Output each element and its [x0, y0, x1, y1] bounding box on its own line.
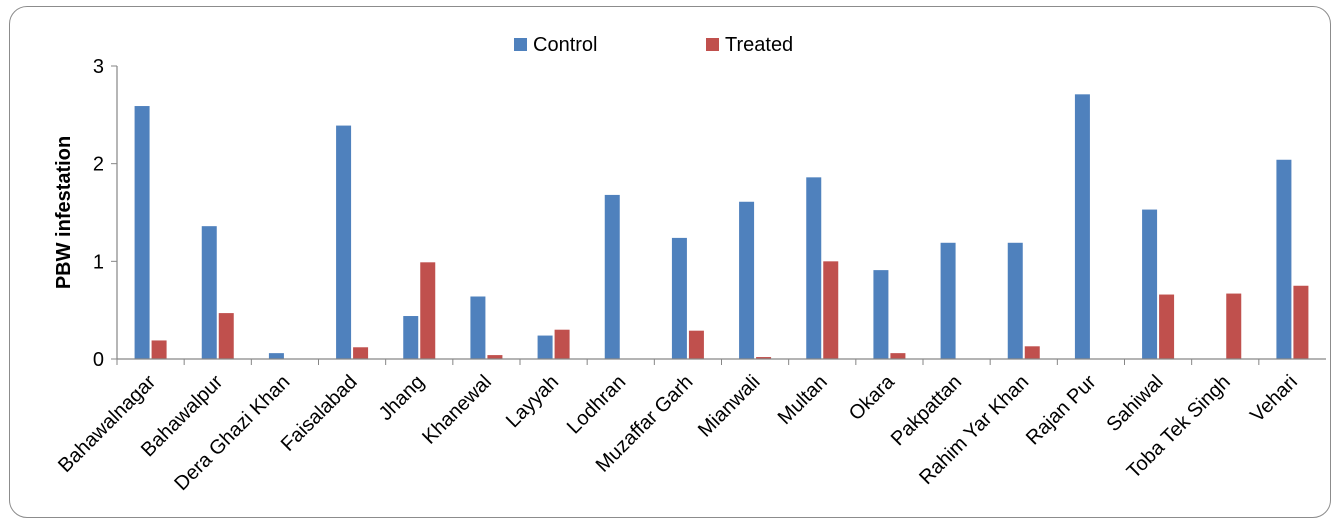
- bars: [134, 94, 1309, 360]
- x-tick-label: Multan: [774, 371, 832, 429]
- bar-control-faisalabad: [336, 125, 352, 360]
- y-tick-label: 2: [93, 154, 104, 176]
- x-tick-label: Jhang: [375, 371, 429, 425]
- bar-treated-jhang: [420, 262, 436, 359]
- y-axis-label: PBW infestation: [53, 136, 75, 289]
- bar-control-khanewal: [470, 296, 486, 359]
- bar-control-mianwali: [739, 201, 755, 359]
- bar-control-dera-ghazi-khan: [268, 353, 284, 359]
- bar-control-vehari: [1276, 159, 1292, 359]
- x-tick-label: Layyah: [502, 371, 563, 432]
- bar-control-muzaffar-garh: [671, 237, 687, 359]
- bar-control-rahim-yar-khan: [1007, 242, 1023, 359]
- x-tick-label: Okara: [845, 370, 900, 425]
- bar-control-pakpattan: [940, 242, 956, 359]
- bar-treated-toba-tek-singh: [1226, 293, 1242, 359]
- bar-control-okara: [873, 270, 889, 359]
- bar-control-layyah: [537, 335, 553, 359]
- bar-control-rajan-pur: [1074, 94, 1090, 359]
- bar-treated-faisalabad: [353, 347, 369, 359]
- bar-treated-bahawalnagar: [151, 340, 167, 359]
- y-tick-label: 3: [93, 56, 104, 78]
- bar-control-bahawalnagar: [134, 106, 150, 359]
- bar-treated-vehari: [1293, 285, 1309, 359]
- bar-treated-sahiwal: [1159, 294, 1175, 359]
- x-tick-label: Lodhran: [563, 371, 630, 438]
- y-axis-ticks: 0 1 2 3: [93, 56, 117, 371]
- bar-treated-mianwali: [756, 357, 772, 359]
- bar-treated-okara: [890, 353, 906, 359]
- x-tick-label: Mianwali: [694, 371, 765, 442]
- y-tick-label: 0: [93, 349, 104, 371]
- bar-control-bahawalpur: [201, 226, 217, 359]
- bar-control-sahiwal: [1142, 209, 1158, 359]
- bar-control-multan: [806, 177, 822, 359]
- bar-treated-rahim-yar-khan: [1024, 346, 1040, 359]
- bar-control-lodhran: [604, 194, 620, 359]
- chart-frame: [9, 6, 1331, 518]
- x-tick-label: Rajan Pur: [1022, 371, 1101, 450]
- bar-treated-khanewal: [487, 355, 503, 359]
- x-tick-label: Dera Ghazi Khan: [170, 371, 294, 495]
- x-tick-label: Sahiwal: [1103, 371, 1168, 436]
- bar-treated-multan: [823, 261, 839, 359]
- legend-label-treated: Treated: [725, 34, 793, 56]
- x-tick-label: Vehari: [1246, 371, 1302, 427]
- legend-label-control: Control: [533, 34, 597, 56]
- legend-swatch-control: [514, 38, 527, 51]
- axes: [116, 66, 1326, 360]
- x-tick-label: Khanewal: [418, 371, 496, 449]
- bar-treated-layyah: [554, 329, 570, 359]
- bar-treated-muzaffar-garh: [688, 330, 704, 359]
- legend: Control Treated: [514, 34, 793, 56]
- y-tick-label: 1: [93, 251, 104, 273]
- bar-treated-bahawalpur: [218, 313, 234, 359]
- bar-control-jhang: [403, 316, 419, 359]
- x-tick-label: Bahawalnagar: [54, 371, 160, 477]
- legend-swatch-treated: [706, 38, 719, 51]
